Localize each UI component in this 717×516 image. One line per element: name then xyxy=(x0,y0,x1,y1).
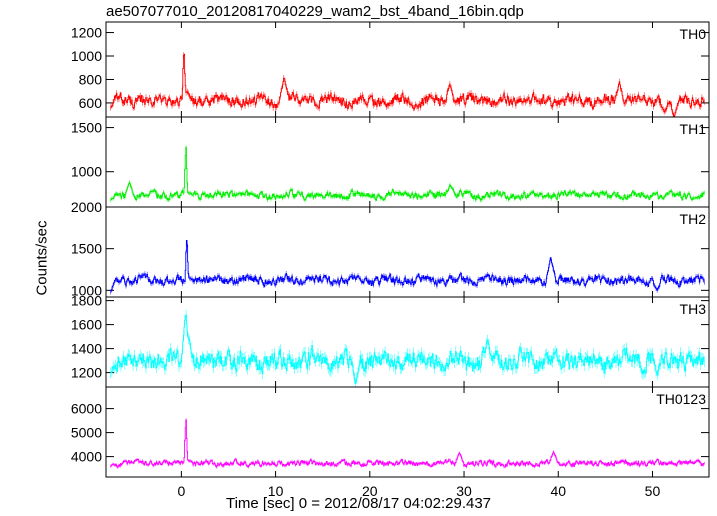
y-tick-label: 1800 xyxy=(71,293,102,309)
series-error-bars xyxy=(110,242,705,295)
series-line xyxy=(110,419,705,468)
series-error-bars xyxy=(110,418,705,469)
y-tick-label: 1500 xyxy=(71,241,102,257)
series-error-bars xyxy=(110,309,705,387)
x-axis-label: Time [sec] 0 = 2012/08/17 04:02:29.437 xyxy=(225,495,492,512)
y-tick-label: 1500 xyxy=(71,120,102,136)
x-tick-label: 50 xyxy=(645,483,661,499)
panel-label: TH0 xyxy=(680,26,707,42)
y-tick-label: 1400 xyxy=(71,341,102,357)
y-tick-label: 1600 xyxy=(71,317,102,333)
y-tick-label: 1200 xyxy=(71,25,102,41)
y-tick-label: 5000 xyxy=(71,425,102,441)
y-tick-label: 1000 xyxy=(71,282,102,298)
y-tick-label: 1000 xyxy=(71,164,102,180)
series-line xyxy=(110,53,705,118)
y-tick-label: 4000 xyxy=(71,449,102,465)
y-axis-label: Counts/sec xyxy=(33,220,51,296)
panel-frame xyxy=(105,386,710,478)
x-tick-label: 20 xyxy=(362,483,378,499)
y-tick-label: 6000 xyxy=(71,401,102,417)
panel-label: TH0123 xyxy=(656,391,706,407)
x-tick-label: 30 xyxy=(456,483,472,499)
chart-title: ae507077010_20120817040229_wam2_bst_4ban… xyxy=(106,3,524,20)
panel-label: TH1 xyxy=(680,121,707,137)
y-tick-label: 2000 xyxy=(71,199,102,215)
y-tick-label: 1000 xyxy=(71,48,102,64)
x-tick-label: 0 xyxy=(177,483,185,499)
series-line xyxy=(110,240,705,293)
series-line xyxy=(110,146,705,201)
y-tick-label: 1200 xyxy=(71,365,102,381)
series-error-bars xyxy=(110,52,705,117)
y-tick-label: 600 xyxy=(79,95,103,111)
series-error-bars xyxy=(110,145,705,203)
panel-label: TH2 xyxy=(680,211,707,227)
x-tick-label: 10 xyxy=(268,483,284,499)
panel-frame xyxy=(105,296,710,388)
x-tick-label: 40 xyxy=(550,483,566,499)
y-tick-label: 800 xyxy=(79,71,103,87)
panel-label: TH3 xyxy=(680,301,707,317)
